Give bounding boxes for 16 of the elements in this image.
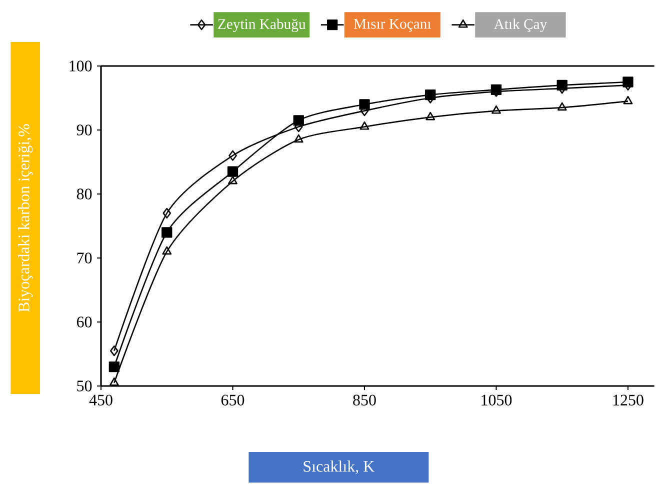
x-tick-label: 450 bbox=[89, 394, 112, 406]
y-tick-label: 90 bbox=[76, 124, 92, 136]
x-axis-title: Sıcaklık, K bbox=[304, 460, 375, 474]
y-axis-title: Biyoçardaki karbon içeriği,% bbox=[18, 124, 33, 312]
legend-label: Atık Çay bbox=[494, 18, 548, 32]
x-tick-label: 1250 bbox=[613, 394, 644, 406]
y-tick-label: 50 bbox=[77, 380, 92, 392]
x-tick-label: 1050 bbox=[482, 394, 512, 406]
y-tick-label: 60 bbox=[76, 316, 92, 328]
y-tick-label: 80 bbox=[76, 188, 92, 200]
legend-label: Mısır Koçanı bbox=[354, 19, 431, 32]
x-tick-label: 650 bbox=[221, 394, 244, 406]
y-tick-label: 70 bbox=[77, 252, 92, 264]
legend-label: Zeytin Kabuğu bbox=[218, 18, 306, 32]
y-tick-label: 100 bbox=[70, 60, 92, 72]
x-tick-label: 850 bbox=[353, 394, 376, 406]
